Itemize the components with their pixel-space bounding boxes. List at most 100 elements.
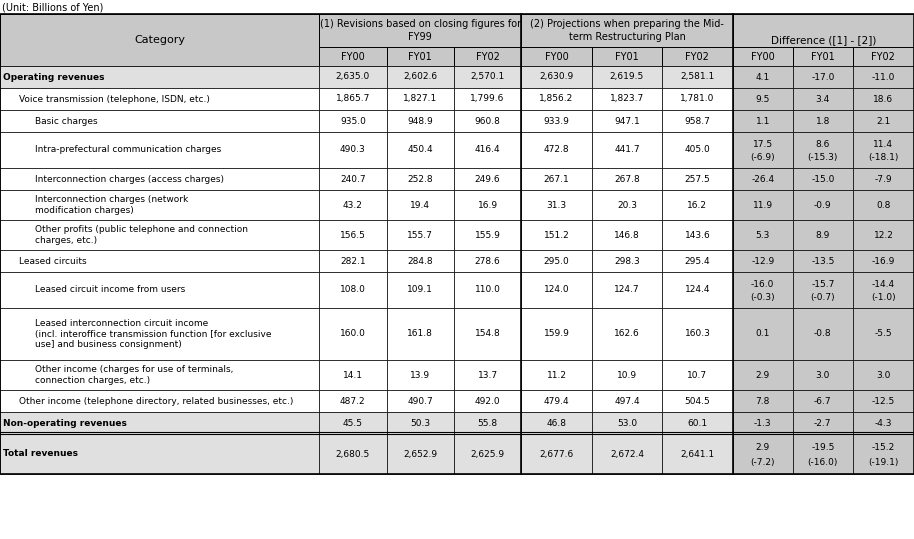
Bar xyxy=(853,47,914,66)
Bar xyxy=(591,168,662,190)
Bar xyxy=(521,412,591,434)
Bar xyxy=(319,168,387,190)
Text: 1.8: 1.8 xyxy=(815,116,830,126)
Bar xyxy=(853,110,914,132)
Text: -2.7: -2.7 xyxy=(814,418,832,427)
Text: Operating revenues: Operating revenues xyxy=(3,73,104,81)
Text: 2.9: 2.9 xyxy=(756,370,770,379)
Text: 13.9: 13.9 xyxy=(410,370,430,379)
Bar xyxy=(0,88,319,110)
Text: 1,799.6: 1,799.6 xyxy=(471,94,505,103)
Text: 284.8: 284.8 xyxy=(408,257,433,266)
Text: (-16.0): (-16.0) xyxy=(808,458,838,466)
Text: 472.8: 472.8 xyxy=(544,146,569,155)
Text: 161.8: 161.8 xyxy=(408,329,433,338)
Text: 13.7: 13.7 xyxy=(477,370,497,379)
Text: 151.2: 151.2 xyxy=(544,231,569,239)
Text: 12.2: 12.2 xyxy=(874,231,893,239)
Text: 60.1: 60.1 xyxy=(687,418,707,427)
Bar xyxy=(319,250,387,272)
Bar xyxy=(733,272,792,308)
Bar xyxy=(521,272,591,308)
Text: 108.0: 108.0 xyxy=(340,286,366,294)
Text: 933.9: 933.9 xyxy=(544,116,569,126)
Text: FY00: FY00 xyxy=(341,52,365,61)
Text: -12.5: -12.5 xyxy=(872,397,895,405)
Bar xyxy=(733,14,914,66)
Text: 2.9: 2.9 xyxy=(756,444,770,453)
Bar xyxy=(454,132,521,168)
Text: 53.0: 53.0 xyxy=(617,418,637,427)
Bar xyxy=(387,132,454,168)
Text: 9.5: 9.5 xyxy=(756,94,770,103)
Text: 2,652.9: 2,652.9 xyxy=(403,450,437,459)
Bar xyxy=(454,272,521,308)
Text: 11.9: 11.9 xyxy=(752,201,772,210)
Bar xyxy=(0,168,319,190)
Bar xyxy=(853,190,914,220)
Bar xyxy=(387,190,454,220)
Text: -0.9: -0.9 xyxy=(814,201,832,210)
Bar xyxy=(454,47,521,66)
Text: Voice transmission (telephone, ISDN, etc.): Voice transmission (telephone, ISDN, etc… xyxy=(19,94,210,103)
Text: -6.7: -6.7 xyxy=(814,397,832,405)
Bar xyxy=(387,308,454,360)
Text: 10.9: 10.9 xyxy=(617,370,637,379)
Bar xyxy=(454,434,521,474)
Bar xyxy=(591,308,662,360)
Text: 160.0: 160.0 xyxy=(340,329,366,338)
Text: Other income (charges for use of terminals,
connection charges, etc.): Other income (charges for use of termina… xyxy=(35,365,233,385)
Bar xyxy=(591,220,662,250)
Text: 295.0: 295.0 xyxy=(544,257,569,266)
Text: (-1.0): (-1.0) xyxy=(871,293,896,302)
Bar xyxy=(792,390,853,412)
Text: (-19.1): (-19.1) xyxy=(868,458,898,466)
Bar xyxy=(387,272,454,308)
Text: 2,630.9: 2,630.9 xyxy=(539,73,574,81)
Bar xyxy=(591,434,662,474)
Bar xyxy=(662,308,733,360)
Text: 8.6: 8.6 xyxy=(815,140,830,149)
Bar xyxy=(319,190,387,220)
Text: 50.3: 50.3 xyxy=(410,418,430,427)
Text: Category: Category xyxy=(134,35,186,45)
Bar xyxy=(733,110,792,132)
Text: 43.2: 43.2 xyxy=(343,201,363,210)
Text: FY00: FY00 xyxy=(545,52,569,61)
Bar xyxy=(733,47,792,66)
Bar xyxy=(319,110,387,132)
Text: 416.4: 416.4 xyxy=(474,146,500,155)
Text: 1,856.2: 1,856.2 xyxy=(539,94,574,103)
Bar xyxy=(387,412,454,434)
Text: -11.0: -11.0 xyxy=(872,73,895,81)
Bar xyxy=(0,412,319,434)
Bar xyxy=(319,220,387,250)
Text: 1,865.7: 1,865.7 xyxy=(335,94,370,103)
Bar xyxy=(662,220,733,250)
Text: -16.9: -16.9 xyxy=(872,257,895,266)
Text: FY02: FY02 xyxy=(475,52,500,61)
Text: 2,602.6: 2,602.6 xyxy=(403,73,437,81)
Bar xyxy=(319,412,387,434)
Bar xyxy=(662,47,733,66)
Bar xyxy=(0,220,319,250)
Bar xyxy=(792,88,853,110)
Text: -15.7: -15.7 xyxy=(811,280,834,289)
Bar xyxy=(853,88,914,110)
Bar xyxy=(792,168,853,190)
Text: 124.7: 124.7 xyxy=(614,286,640,294)
Bar xyxy=(0,190,319,220)
Bar xyxy=(591,88,662,110)
Bar xyxy=(387,47,454,66)
Text: 124.0: 124.0 xyxy=(544,286,569,294)
Bar xyxy=(521,47,591,66)
Text: 3.0: 3.0 xyxy=(877,370,890,379)
Bar xyxy=(454,220,521,250)
Bar xyxy=(0,132,319,168)
Bar xyxy=(662,190,733,220)
Bar xyxy=(387,66,454,88)
Bar xyxy=(454,360,521,390)
Text: -12.9: -12.9 xyxy=(751,257,774,266)
Text: 31.3: 31.3 xyxy=(547,201,567,210)
Text: 7.8: 7.8 xyxy=(756,397,770,405)
